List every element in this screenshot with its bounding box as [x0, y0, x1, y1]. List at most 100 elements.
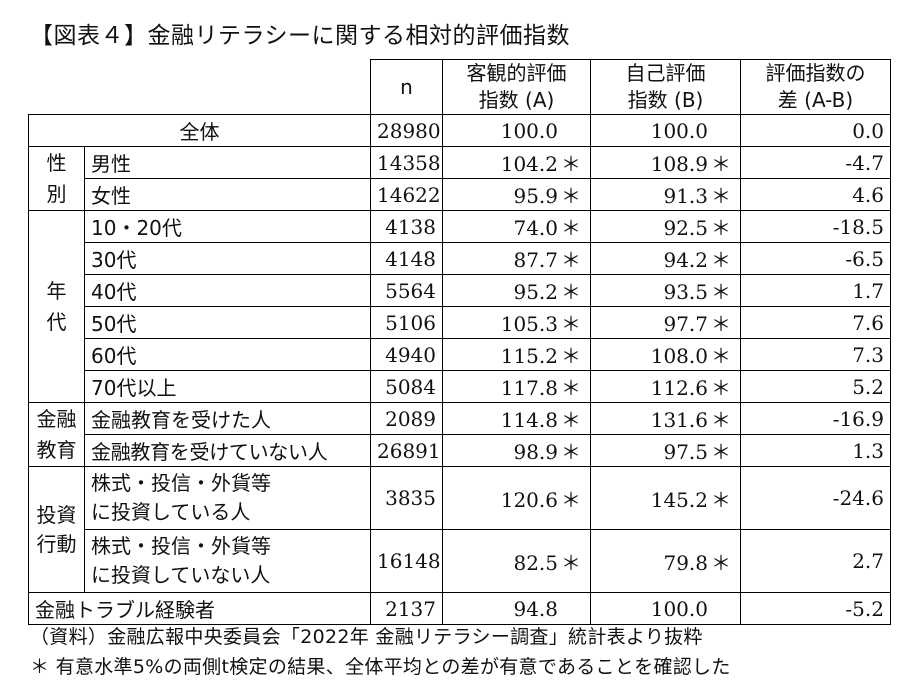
cell-objective: 115.2 ＊: [442, 338, 591, 371]
cell-difference: 7.3: [740, 338, 891, 371]
literacy-index-table: n 客観的評価 指数 (A) 自己評価 指数 (B) 評価指数の 差 (A-B)…: [28, 59, 891, 625]
cell-self: 93.5 ＊: [590, 274, 741, 307]
cell-difference: -4.7: [740, 146, 891, 179]
cell-difference: 1.7: [740, 274, 891, 307]
row-label: 60代: [84, 338, 371, 371]
group-gender: 性別: [28, 146, 85, 211]
row-age-30: 30代 4148 87.7 ＊ 94.2 ＊ -6.5: [29, 242, 891, 275]
row-label: 金融教育を受けた人: [84, 402, 371, 435]
significance-mark: ＊: [561, 376, 581, 400]
significance-mark: ＊: [711, 344, 731, 368]
cell-self: 145.2 ＊: [590, 466, 741, 530]
significance-mark: ＊: [711, 376, 731, 400]
significance-mark: ＊: [561, 248, 581, 272]
row-label: 女性: [84, 178, 371, 211]
cell-self: 97.7 ＊: [590, 306, 741, 339]
significance-mark: ＊: [561, 152, 581, 176]
cell-difference: -6.5: [740, 242, 891, 275]
group-age: 年代: [28, 210, 85, 403]
header-self-line1: 自己評価: [625, 61, 706, 85]
row-total: 全体 28980 100.0 100.0 0.0: [28, 114, 891, 147]
significance-mark: ＊: [561, 440, 581, 464]
header-self-index: 自己評価 指数 (B): [590, 59, 741, 115]
cell-n: 5084: [370, 370, 443, 403]
significance-mark: ＊: [561, 487, 581, 512]
cell-self: 91.3 ＊: [590, 178, 741, 211]
cell-objective: 105.3 ＊: [442, 306, 591, 339]
row-age-10-20: 年代 10・20代 4138 74.0 ＊ 92.5 ＊ -18.5: [28, 210, 891, 403]
cell-difference: 5.2: [740, 370, 891, 403]
row-age-60: 60代 4940 115.2 ＊ 108.0 ＊ 7.3: [29, 338, 891, 371]
significance-mark: ＊: [711, 487, 731, 512]
row-label: 30代: [84, 242, 371, 275]
row-invest-no: 株式・投信・外貨等 に投資していない人 16148 82.5 ＊ 79.8 ＊ 2.7: [29, 529, 891, 593]
cell-n: 5564: [370, 274, 443, 307]
significance-mark: ＊: [711, 184, 731, 208]
significance-mark: ＊: [711, 550, 731, 575]
cell-self: 79.8 ＊: [590, 529, 741, 593]
row-age-70plus: 70代以上 5084 117.8 ＊ 112.6 ＊ 5.2: [29, 370, 891, 403]
significance-mark: ＊: [711, 440, 731, 464]
significance-mark: ＊: [711, 408, 731, 432]
cell-objective: 117.8 ＊: [442, 370, 591, 403]
row-financial-trouble: 金融トラブル経験者 2137 94.8 100.0 -5.2: [28, 592, 891, 625]
header-n: n: [370, 59, 443, 115]
cell-n: 4940: [370, 338, 443, 371]
row-label: 70代以上: [84, 370, 371, 403]
source-note: （資料）金融広報中央委員会「2022年 金融リテラシー調査」統計表より抜粋: [30, 626, 703, 648]
significance-mark: ＊: [561, 312, 581, 336]
cell-self: 100.0: [590, 592, 741, 625]
cell-objective: 82.5 ＊: [442, 529, 591, 593]
cell-objective: 87.7 ＊: [442, 242, 591, 275]
cell-difference: -18.5: [740, 210, 891, 243]
row-invest-yes: 投資 行動 株式・投信・外貨等 に投資している人 3835 120.6 ＊ 145.2…: [28, 466, 891, 593]
cell-n: 14358: [370, 146, 443, 179]
cell-objective: 95.9 ＊: [442, 178, 591, 211]
significance-mark: ＊: [561, 280, 581, 304]
figure-title: 【図表４】金融リテラシーに関する相対的評価指数: [30, 23, 571, 49]
cell-self: 92.5 ＊: [590, 210, 741, 243]
cell-difference: 4.6: [740, 178, 891, 211]
cell-n: 26891: [370, 434, 443, 467]
cell-difference: 0.0: [740, 114, 891, 147]
significance-mark: ＊: [711, 152, 731, 176]
header-difference-line1: 評価指数の: [765, 61, 866, 85]
row-label: 金融トラブル経験者: [28, 592, 371, 625]
row-label: 10・20代: [84, 210, 371, 243]
cell-objective: 98.9 ＊: [442, 434, 591, 467]
cell-n: 14622: [370, 178, 443, 211]
cell-self: 100.0: [590, 114, 741, 147]
cell-objective: 94.8: [442, 592, 591, 625]
cell-n: 3835: [370, 466, 443, 530]
cell-self: 97.5 ＊: [590, 434, 741, 467]
cell-objective: 95.2 ＊: [442, 274, 591, 307]
cell-self: 112.6 ＊: [590, 370, 741, 403]
significance-note: ＊ 有意水準5%の両側t検定の結果、全体平均との差が有意であることを確認した: [30, 656, 731, 678]
cell-self: 94.2 ＊: [590, 242, 741, 275]
cell-difference: 1.3: [740, 434, 891, 467]
significance-mark: ＊: [711, 280, 731, 304]
cell-difference: 7.6: [740, 306, 891, 339]
row-age-50: 50代 5106 105.3 ＊ 97.7 ＊ 7.6: [29, 306, 891, 339]
cell-objective: 100.0: [442, 114, 591, 147]
significance-mark: ＊: [561, 550, 581, 575]
cell-self: 131.6 ＊: [590, 402, 741, 435]
cell-self: 108.9 ＊: [590, 146, 741, 179]
cell-objective: 74.0 ＊: [442, 210, 591, 243]
significance-mark: ＊: [561, 184, 581, 208]
row-edu-yes: 金融 教育 金融教育を受けた人 2089 114.8 ＊ 131.6 ＊ -16.9: [28, 402, 891, 467]
header-objective-index: 客観的評価 指数 (A): [442, 59, 591, 115]
significance-mark: ＊: [711, 216, 731, 240]
significance-mark: ＊: [711, 248, 731, 272]
group-education: 金融 教育: [28, 402, 85, 467]
row-label: 株式・投信・外貨等 に投資していない人: [84, 529, 371, 593]
cell-difference: -5.2: [740, 592, 891, 625]
cell-difference: -16.9: [740, 402, 891, 435]
header-objective-line1: 客観的評価: [466, 61, 567, 85]
cell-n: 2137: [370, 592, 443, 625]
cell-objective: 114.8 ＊: [442, 402, 591, 435]
cell-objective: 104.2 ＊: [442, 146, 591, 179]
significance-mark: ＊: [561, 408, 581, 432]
header-difference-line2: 差 (A-B): [777, 88, 854, 112]
row-label: 全体: [28, 114, 371, 147]
